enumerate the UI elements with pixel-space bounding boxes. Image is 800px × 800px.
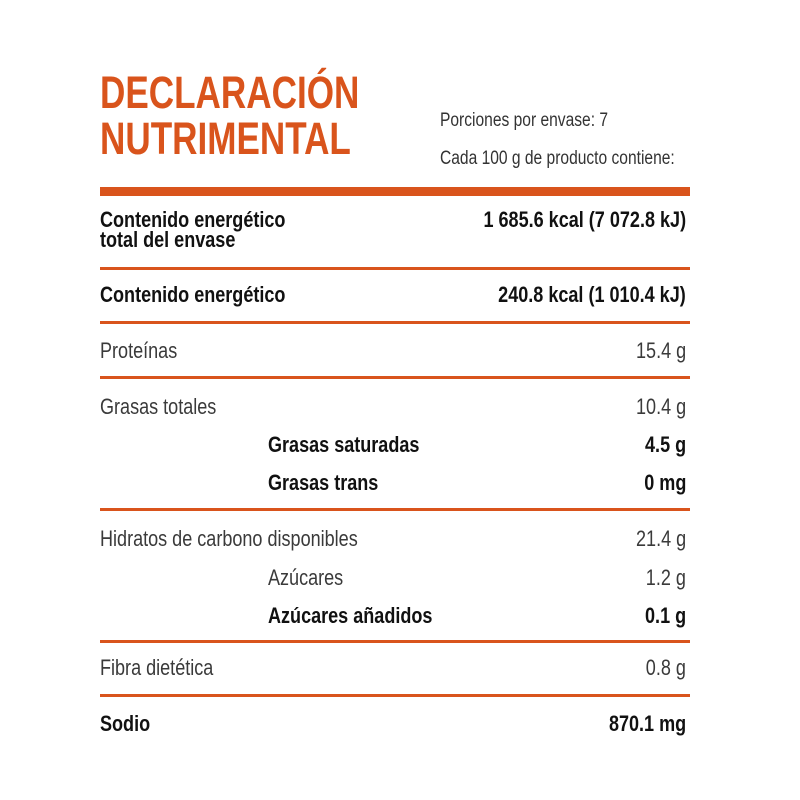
header-divider bbox=[100, 187, 690, 196]
sodium-value: 870.1 mg bbox=[608, 711, 686, 736]
label-title: DECLARACIÓN NUTRIMENTAL bbox=[100, 70, 359, 162]
carbohydrates-label: Hidratos de carbono disponibles bbox=[100, 526, 358, 551]
title-line-1: DECLARACIÓN bbox=[100, 67, 360, 118]
trans-fat-label: Grasas trans bbox=[268, 470, 379, 495]
fiber-label: Fibra dietética bbox=[100, 655, 214, 680]
carbohydrates-value: 21.4 g bbox=[635, 526, 686, 551]
added-sugars-value: 0.1 g bbox=[644, 603, 686, 628]
saturated-fat-label: Grasas saturadas bbox=[268, 432, 420, 457]
energy-total-value: 1 685.6 kcal (7 072.8 kJ) bbox=[483, 207, 686, 232]
protein-value: 15.4 g bbox=[635, 338, 686, 363]
title-line-2: NUTRIMENTAL bbox=[100, 113, 351, 164]
divider bbox=[100, 508, 690, 511]
sodium-label: Sodio bbox=[100, 711, 151, 736]
energy-total-label-line-1: Contenido energético bbox=[100, 207, 286, 232]
fiber-value: 0.8 g bbox=[645, 655, 686, 680]
energy-label: Contenido energético bbox=[100, 282, 286, 307]
energy-value: 240.8 kcal (1 010.4 kJ) bbox=[498, 282, 686, 307]
added-sugars-label: Azúcares añadidos bbox=[268, 603, 433, 628]
energy-total-label: Contenido energético total del envase bbox=[100, 207, 286, 252]
fat-value: 10.4 g bbox=[635, 394, 686, 419]
saturated-fat-value: 4.5 g bbox=[644, 432, 686, 457]
fat-label: Grasas totales bbox=[100, 394, 217, 419]
protein-label: Proteínas bbox=[100, 338, 178, 363]
divider bbox=[100, 267, 690, 270]
divider bbox=[100, 694, 690, 697]
sugars-value: 1.2 g bbox=[645, 565, 686, 590]
per-100g-note: Cada 100 g de producto contiene: bbox=[440, 148, 675, 169]
energy-total-label-line-2: total del envase bbox=[100, 227, 236, 252]
servings-per-package: Porciones por envase: 7 bbox=[440, 110, 609, 131]
sugars-label: Azúcares bbox=[268, 565, 344, 590]
trans-fat-value: 0 mg bbox=[643, 470, 686, 495]
divider bbox=[100, 321, 690, 324]
divider bbox=[100, 376, 690, 379]
divider bbox=[100, 640, 690, 643]
servings-info: Porciones por envase: 7 Cada 100 g de pr… bbox=[440, 102, 675, 178]
